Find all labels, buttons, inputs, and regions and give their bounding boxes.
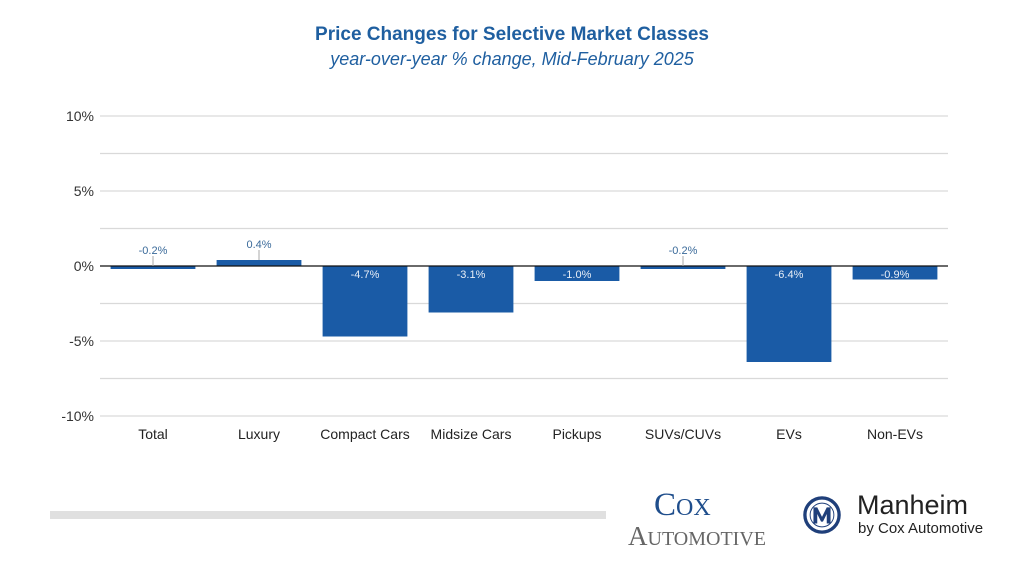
automotive-logo-text: A xyxy=(628,521,648,551)
bar-pickups xyxy=(534,266,620,281)
manheim-m-icon xyxy=(803,496,841,534)
y-tick-label: 0% xyxy=(74,258,94,274)
bar-compact-cars xyxy=(322,266,408,337)
y-tick-label: -10% xyxy=(61,408,94,424)
automotive-logo-text-rest: UTOMOTIVE xyxy=(647,528,767,550)
bar-suvs-cuvs xyxy=(640,266,726,269)
chart-title: Price Changes for Selective Market Class… xyxy=(315,24,709,45)
bar-evs xyxy=(746,266,832,362)
x-tick-label: SUVs/CUVs xyxy=(645,426,721,442)
x-tick-label: Non-EVs xyxy=(867,426,923,442)
y-tick-label: 5% xyxy=(74,183,94,199)
y-tick-label: -5% xyxy=(69,333,94,349)
bar-non-evs xyxy=(852,266,938,280)
bar-total xyxy=(110,266,196,269)
bars xyxy=(110,260,938,362)
data-label: -0.2% xyxy=(669,245,698,257)
manheim-name: Manheim xyxy=(857,490,969,520)
x-tick-label: EVs xyxy=(776,426,802,442)
x-tick-label: Compact Cars xyxy=(320,426,409,442)
data-label: -4.7% xyxy=(351,269,380,281)
chart-subtitle: year-over-year % change, Mid-February 20… xyxy=(330,49,694,69)
x-axis: Total Luxury Compact Cars Midsize Cars Picku… xyxy=(138,426,923,442)
data-labels: -0.2% 0.4% -4.7% -3.1% -1.0% -0.2% -6.4% -0.9% xyxy=(139,239,910,281)
bar-luxury xyxy=(216,260,302,266)
footer-divider-bar xyxy=(50,511,606,519)
data-label: -0.9% xyxy=(881,269,910,281)
x-tick-label: Pickups xyxy=(552,426,601,442)
cox-logo-text: C xyxy=(654,487,677,523)
data-label: -6.4% xyxy=(775,269,804,281)
manheim-tagline: by Cox Automotive xyxy=(858,520,984,537)
data-label: -0.2% xyxy=(139,245,168,257)
y-axis: 10% 5% 0% -5% -10% xyxy=(61,108,94,424)
cox-automotive-logo: COX AUTOMOTIVE xyxy=(628,487,788,552)
x-tick-label: Total xyxy=(138,426,168,442)
data-label: -1.0% xyxy=(563,269,592,281)
x-tick-label: Midsize Cars xyxy=(431,426,512,442)
data-label: -3.1% xyxy=(457,269,486,281)
data-label: 0.4% xyxy=(246,239,271,251)
cox-logo-text-rest: OX xyxy=(676,495,711,521)
y-tick-label: 10% xyxy=(66,108,94,124)
bar-midsize-cars xyxy=(428,266,514,313)
x-tick-label: Luxury xyxy=(238,426,280,442)
